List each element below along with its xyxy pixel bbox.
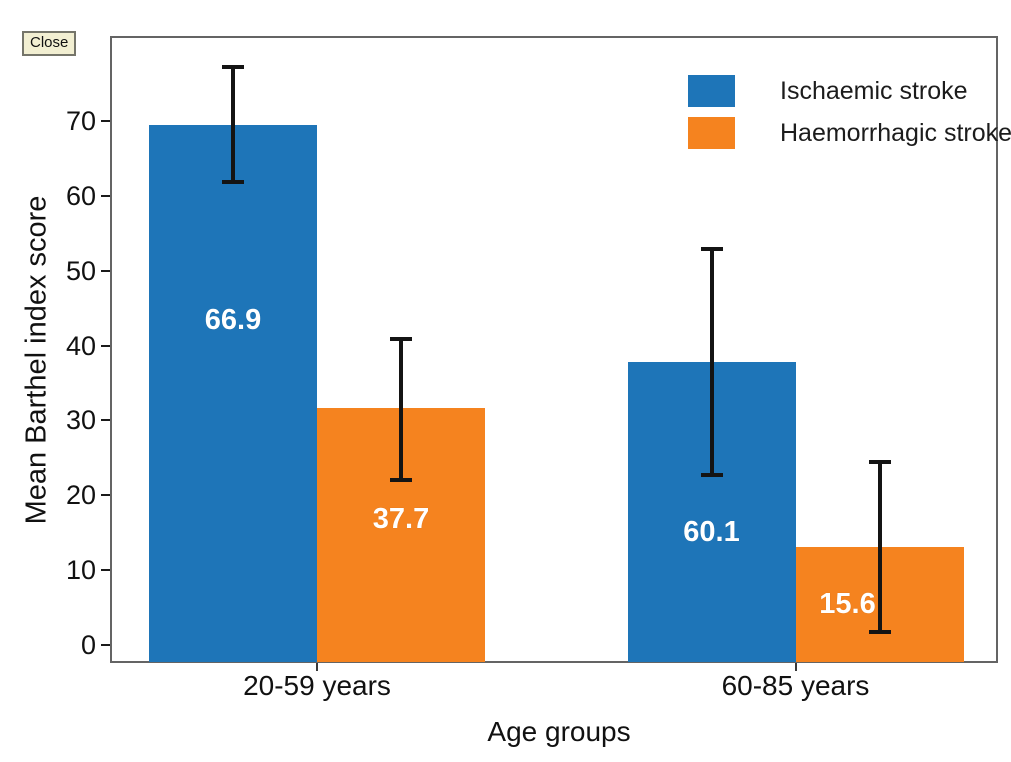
error-bar-cap-bottom xyxy=(700,473,723,478)
error-bar-cap-bottom xyxy=(868,630,891,635)
y-tick-label: 70 xyxy=(65,106,96,137)
error-bar-line xyxy=(231,66,235,183)
legend-label: Haemorrhagic stroke xyxy=(780,119,1011,147)
x-tick-mark xyxy=(316,663,318,671)
x-axis-title: Age groups xyxy=(487,716,631,747)
y-tick-label: 50 xyxy=(65,255,96,286)
error-bar-line xyxy=(877,460,882,633)
y-tick-label: 20 xyxy=(65,480,96,511)
legend-swatch-haemorrhagic xyxy=(688,117,735,149)
y-tick-mark xyxy=(101,344,110,347)
error-bar-cap-top xyxy=(390,337,412,342)
y-tick-mark xyxy=(101,644,110,646)
error-bar-cap-top xyxy=(700,247,723,252)
y-tick-label: 60 xyxy=(65,180,96,211)
x-tick-mark xyxy=(794,663,797,671)
y-tick-label: 30 xyxy=(65,405,96,436)
error-bar-line xyxy=(399,338,403,480)
y-tick-mark xyxy=(101,269,110,272)
legend-label: Ischaemic stroke xyxy=(780,77,968,105)
bar-ischaemic-stroke-0 xyxy=(149,124,317,662)
error-bar-cap-top xyxy=(868,459,891,464)
bar-value-label: 60.1 xyxy=(683,515,740,548)
x-category-label: 20-59 years xyxy=(243,670,391,701)
bar-value-label: 15.6 xyxy=(819,588,876,621)
error-bar-cap-top xyxy=(222,65,244,70)
bar-value-label: 66.9 xyxy=(204,303,262,336)
y-tick-label: 40 xyxy=(65,330,96,361)
error-bar-cap-bottom xyxy=(390,477,412,482)
y-tick-mark xyxy=(101,419,110,422)
y-tick-mark xyxy=(101,569,110,572)
y-tick-label: 10 xyxy=(65,555,96,586)
y-tick-mark xyxy=(101,494,110,497)
bar-value-label: 37.7 xyxy=(372,503,430,535)
close-button[interactable]: Close xyxy=(22,31,77,56)
y-tick-label: 0 xyxy=(80,630,96,660)
error-bar-cap-bottom xyxy=(222,180,244,185)
error-bar-line xyxy=(709,248,714,476)
y-tick-mark xyxy=(101,194,110,197)
x-category-label: 60-85 years xyxy=(721,670,870,701)
legend-swatch-ischaemic xyxy=(688,75,735,107)
y-tick-mark xyxy=(101,120,110,123)
